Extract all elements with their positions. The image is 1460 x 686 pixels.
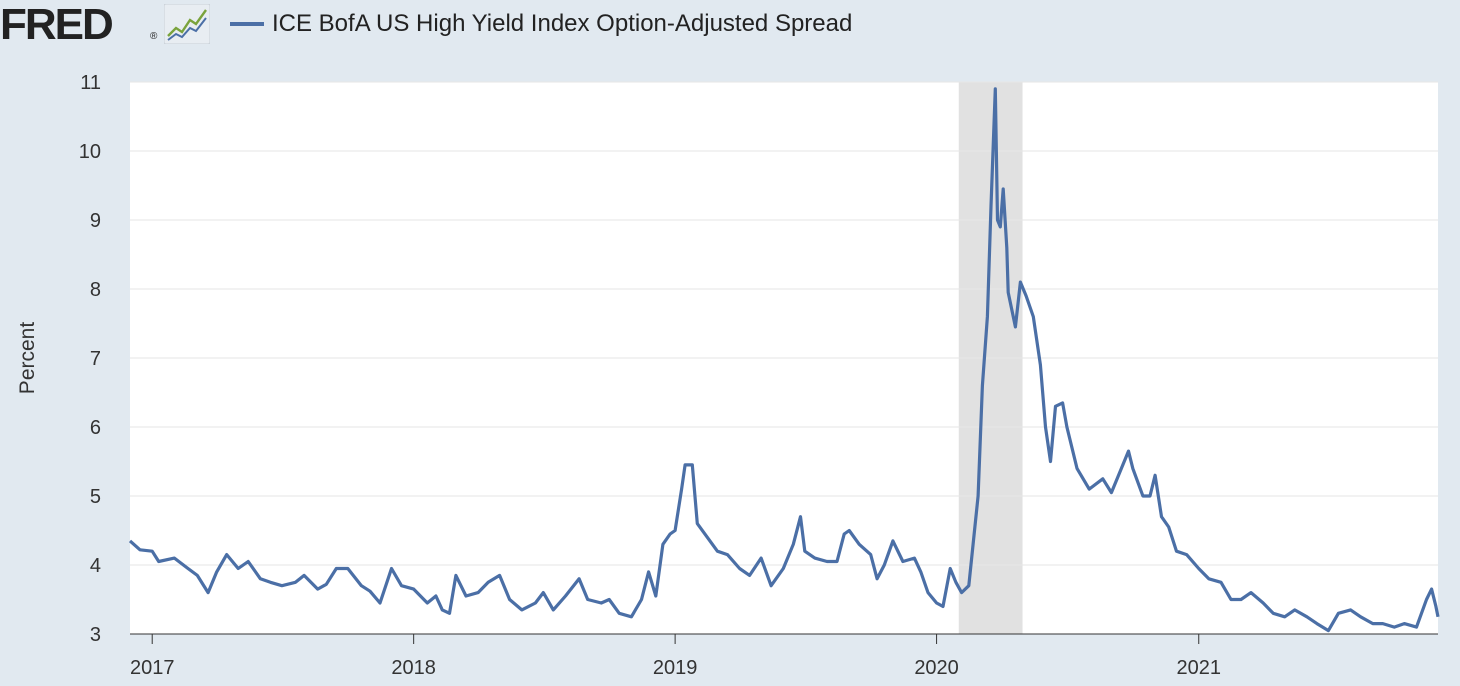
y-tick-label: 9 [90,210,101,232]
y-tick-label: 3 [90,624,101,646]
y-tick-label: 8 [90,279,101,301]
series-line[interactable] [128,87,1440,633]
y-tick-label: 10 [79,141,101,163]
x-tick-label: 2019 [653,657,698,679]
logo-registered-mark: ® [150,31,158,42]
y-tick-label: 7 [90,348,101,370]
x-tick-label: 2018 [391,657,436,679]
legend[interactable]: ICE BofA US High Yield Index Option-Adju… [230,8,852,40]
x-tick-label: 2021 [1176,657,1221,679]
y-axis: 3 4 5 6 7 8 9 10 11 [79,72,101,646]
y-tick-label: 4 [90,555,101,577]
grid-layer [130,81,1438,566]
y-axis-title: Percent [16,322,39,395]
fred-logo-graph-icon [164,4,210,44]
y-tick-label: 11 [80,72,101,94]
legend-label: ICE BofA US High Yield Index Option-Adju… [272,10,853,37]
x-tick-label: 2017 [130,657,175,679]
y-tick-label: 5 [90,486,101,508]
fred-logo[interactable]: FRED [0,0,114,49]
y-tick-label: 6 [90,417,101,439]
x-axis: 2017 2018 2019 2020 2021 [130,634,1221,679]
header: FRED ® ICE BofA US High Yield Index Opti… [0,0,1460,50]
x-tick-label: 2020 [914,657,959,679]
legend-swatch [230,22,264,26]
